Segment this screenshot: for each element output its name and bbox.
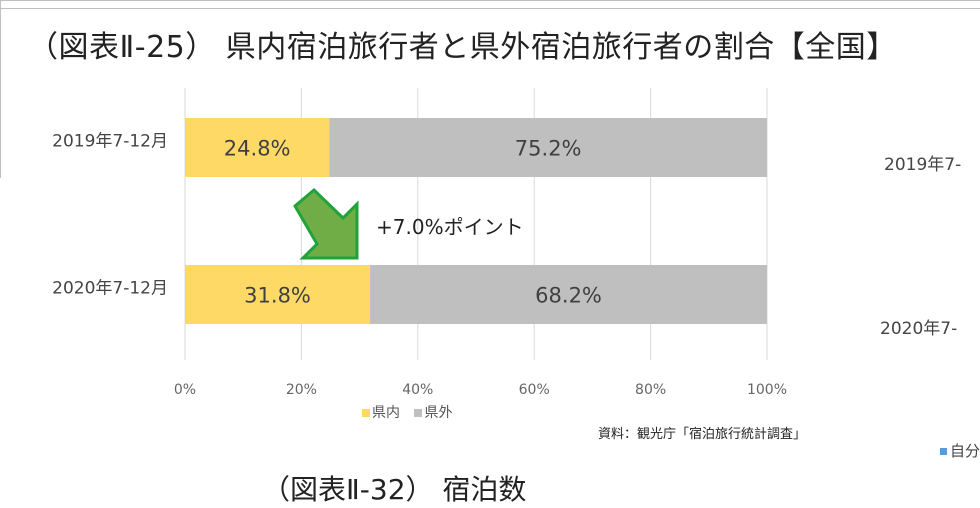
legend-swatch-kennai xyxy=(362,409,370,417)
category-label: 2019年7-12月 xyxy=(52,132,168,152)
legend-swatch-kengai xyxy=(414,409,423,417)
side-chart-category-1: 2019年7- xyxy=(884,155,962,175)
frame-border xyxy=(0,0,980,10)
category-labels: 2019年7-12月 2020年7-12月 xyxy=(52,132,168,299)
legend-label-kennai: 県内 xyxy=(372,405,400,421)
side-legend-swatch xyxy=(940,448,947,455)
bar-data-label: 24.8% xyxy=(224,137,291,161)
side-chart-legend-fragment: 自分 xyxy=(940,440,980,461)
bar-segment xyxy=(370,265,767,324)
x-axis-ticks: 0% 20% 40% 60% 80% 100% xyxy=(174,382,787,398)
down-right-arrow-icon xyxy=(293,187,359,260)
side-chart-category-2: 2020年7- xyxy=(880,319,958,339)
x-tick-label: 40% xyxy=(402,382,433,398)
bar-data-label: 31.8% xyxy=(244,284,311,308)
next-section-title: （図表Ⅱ-32） 宿泊数 xyxy=(262,473,527,506)
x-tick-label: 0% xyxy=(174,382,196,398)
category-label: 2020年7-12月 xyxy=(52,279,168,299)
increase-arrow xyxy=(293,187,359,260)
bar-segment xyxy=(185,265,371,324)
change-annotation: +7.0%ポイント xyxy=(376,215,524,239)
side-legend-label: 自分 xyxy=(950,442,980,460)
legend-label-kengai: 県外 xyxy=(424,405,453,421)
legend-item-kengai: 県外 xyxy=(414,405,452,421)
x-tick-label: 60% xyxy=(519,382,550,398)
bars: 24.8% 75.2% 31.8% 68.2% xyxy=(185,118,767,324)
chart-title: （図表Ⅱ-25） 県内宿泊旅行者と県外宿泊旅行者の割合【全国】 xyxy=(28,30,897,65)
bar-segment xyxy=(329,118,767,177)
x-tick-label: 100% xyxy=(747,382,787,398)
source-note: 資料：観光庁「宿泊旅行統計調査」 xyxy=(598,427,807,442)
bar-data-label: 68.2% xyxy=(535,284,602,308)
x-tick-label: 80% xyxy=(635,382,666,398)
stacked-bar-chart: 24.8% 75.2%31.8% 68.2% 0% 20% 40% 60% 80% 100% … xyxy=(52,88,787,398)
bar-segment xyxy=(185,118,330,177)
bar-data-label: 75.2% xyxy=(515,137,582,161)
frame-left-border xyxy=(0,0,1,178)
x-tick-label: 20% xyxy=(286,382,317,398)
chart-legend: 県内 県外 xyxy=(362,402,462,422)
legend-item-kennai: 県内 xyxy=(362,405,400,421)
